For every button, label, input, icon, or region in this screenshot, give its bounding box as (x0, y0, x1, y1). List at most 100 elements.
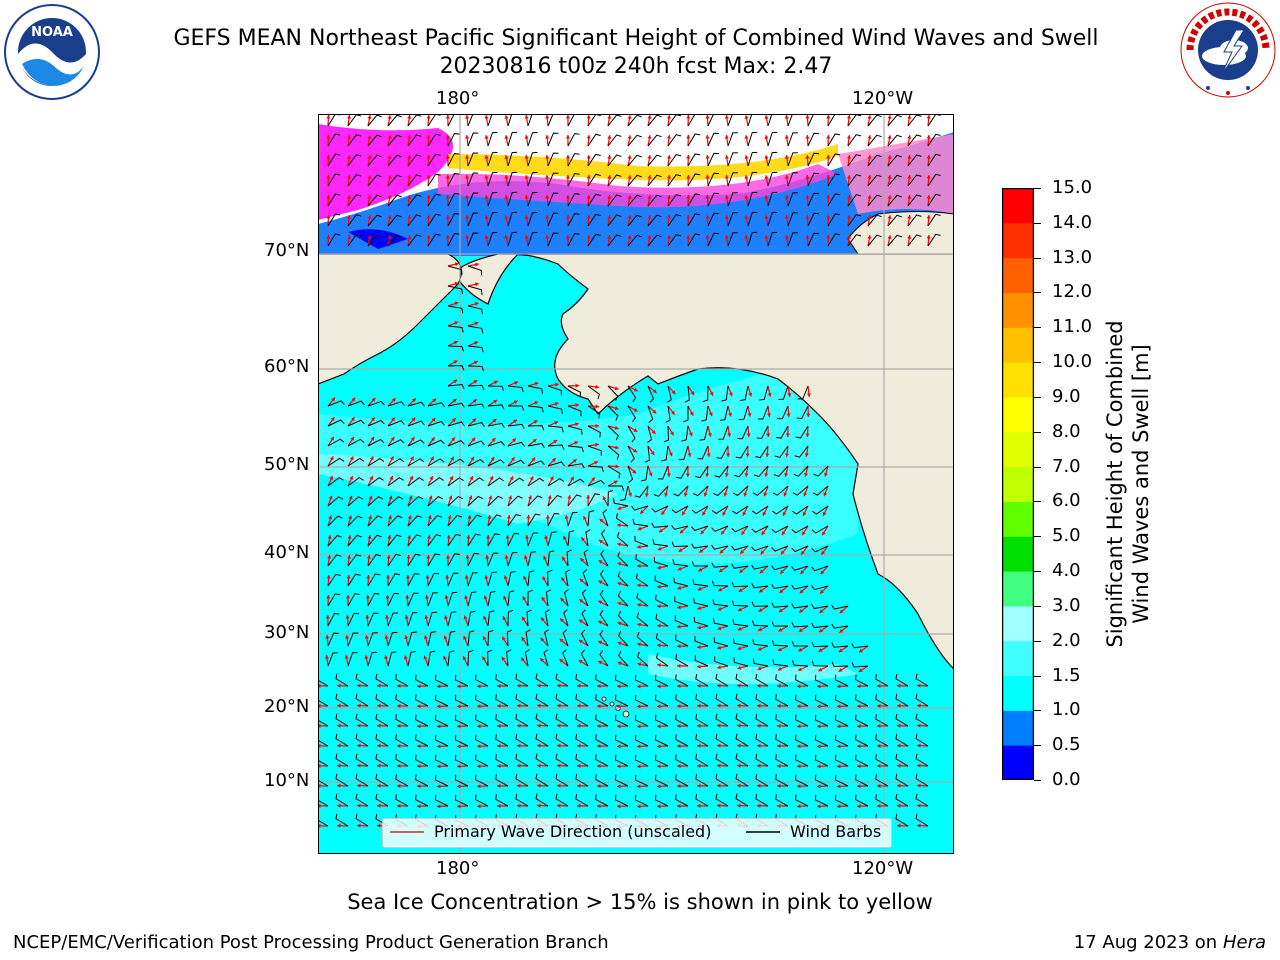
wind-barb (583, 549, 589, 567)
wind-barb (495, 794, 509, 807)
wind-barb (547, 461, 565, 467)
wind-barb (367, 651, 378, 667)
wind-barb (767, 171, 778, 187)
wave-arrow-head (443, 635, 448, 640)
wind-barb (507, 385, 524, 393)
wave-arrow-head (453, 379, 458, 384)
wind-barb (627, 134, 642, 147)
wave-arrow-head (591, 477, 595, 482)
wave-arrow-head (637, 784, 641, 789)
wind-barb (447, 213, 460, 227)
wind-barb (487, 514, 502, 527)
wave-arrow-head (451, 437, 455, 442)
wind-barb (895, 713, 909, 727)
wind-barb (387, 458, 405, 467)
wind-barb (647, 194, 662, 207)
wave-arrow-head (549, 476, 554, 481)
wind-barb (447, 650, 455, 667)
wave-arrow-head (567, 495, 572, 499)
wave-arrow-head (545, 235, 550, 239)
wind-barb (671, 505, 689, 514)
colorbar-tick-mark (1034, 188, 1041, 189)
wave-arrow-head (337, 683, 341, 688)
wave-arrow-head (737, 665, 742, 670)
wave-arrow-head (846, 115, 851, 119)
wave-arrow-head (575, 403, 579, 408)
footer-date-text: 17 Aug 2023 on (1073, 932, 1218, 953)
footer-credit: NCEP/EMC/Verification Post Processing Pr… (13, 932, 609, 953)
wind-barb (367, 194, 382, 207)
wind-barb (752, 485, 769, 496)
wave-arrow-head (426, 195, 431, 199)
wind-barb (787, 232, 798, 247)
wave-arrow-head (697, 683, 701, 688)
wave-arrow-head (777, 703, 781, 709)
wind-barb (834, 714, 849, 727)
wave-arrow-head (557, 783, 561, 788)
wave-arrow-head (449, 476, 454, 481)
wave-arrow-head (627, 235, 632, 239)
colorbar-tick-label: 10.0 (1052, 351, 1093, 373)
colorbar-tick-mark (1034, 640, 1041, 642)
wind-barb (495, 674, 509, 687)
wave-arrow-head (521, 657, 525, 662)
wave-arrow-head (377, 803, 381, 808)
wave-arrow-head (762, 511, 767, 516)
wind-barb (407, 496, 424, 507)
wave-arrow-head (437, 744, 441, 749)
wind-barb (347, 515, 363, 527)
wind-barb (695, 734, 709, 747)
wave-arrow-head (450, 456, 454, 461)
wind-barb (407, 174, 422, 187)
wind-barb (567, 494, 582, 507)
wave-arrow-head (377, 723, 381, 728)
colorbar-segment (1002, 675, 1034, 711)
wind-barb (318, 679, 329, 687)
wind-barb (507, 514, 522, 527)
wind-barb (887, 174, 902, 187)
wave-arrow-head (677, 566, 682, 571)
wave-arrow-head (454, 321, 459, 326)
wave-arrow-head (784, 115, 789, 119)
wave-arrow-head (745, 453, 750, 457)
wave-arrow-head (907, 215, 912, 219)
wind-barb (447, 458, 465, 467)
wind-barb (684, 385, 690, 403)
wind-barb (715, 693, 729, 707)
wind-barb (454, 694, 469, 707)
colorbar-segment (1002, 536, 1034, 572)
wind-barb (735, 773, 749, 787)
wave-arrow-head (926, 115, 931, 119)
map-legend (382, 818, 892, 848)
wave-arrow-head (417, 704, 421, 709)
wind-barb (855, 714, 869, 727)
wind-barb (851, 643, 869, 649)
wind-barb (407, 651, 416, 667)
wave-arrow-head (717, 743, 721, 748)
wave-arrow-head (477, 724, 481, 729)
wind-barb (895, 793, 909, 807)
wind-barb (595, 714, 609, 727)
wind-barb (812, 485, 829, 496)
wind-barb (355, 713, 369, 727)
wave-arrow-head (445, 555, 451, 559)
lon-label-bottom-120w: 120°W (852, 858, 914, 879)
wave-arrow-head (658, 528, 663, 533)
wave-arrow-head (743, 492, 748, 497)
wave-arrow-head (423, 635, 428, 640)
chart-subtitle: 20230816 t00z 240h fcst Max: 2.47 (439, 54, 833, 79)
wave-arrow-head (677, 585, 682, 590)
wave-arrow-head (543, 555, 547, 560)
wave-arrow-head (473, 380, 478, 384)
wind-barb (707, 152, 719, 167)
wave-arrow-head (537, 763, 541, 768)
wave-arrow-head (652, 389, 657, 393)
wind-barb (527, 495, 543, 507)
wave-arrow-head (387, 535, 392, 539)
wind-barb (607, 465, 621, 479)
wave-arrow-head (465, 555, 470, 559)
wave-arrow-head (917, 723, 921, 728)
wave-arrow-head (826, 175, 831, 179)
wave-arrow-head (708, 412, 713, 417)
lat-label-50n: 50°N (264, 454, 310, 475)
